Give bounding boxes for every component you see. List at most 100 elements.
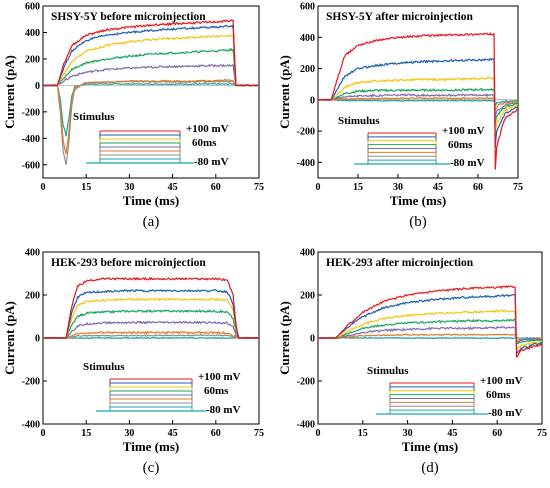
stimulus-title: Stimulus xyxy=(83,361,125,373)
trace-line xyxy=(318,333,542,341)
y-tick-label: 400 xyxy=(300,248,315,259)
stimulus-bottom-label: -80 mV xyxy=(206,404,241,416)
trace-line xyxy=(43,34,259,87)
y-tick-label: 0 xyxy=(310,95,315,106)
x-axis-label: Time (ms) xyxy=(123,193,179,208)
y-tick-label: 200 xyxy=(300,64,315,75)
y-tick-label: -200 xyxy=(297,127,315,138)
chart-title: HEK-293 before microinjection xyxy=(51,257,206,269)
trace-line xyxy=(318,293,542,354)
x-tick-label: 45 xyxy=(168,182,178,193)
y-tick-label: -400 xyxy=(297,420,315,431)
x-tick-label: 75 xyxy=(254,428,264,439)
x-axis-label: Time (ms) xyxy=(390,193,446,208)
x-tick-label: 45 xyxy=(433,182,443,193)
chart-panel-b: 0 15 30 45 60 75 -400 -200 0 200 400 600 Time (ms) Cu… xyxy=(277,2,523,231)
stimulus-duration-label: 60ms xyxy=(448,139,473,151)
chart-title: SHSY-5Y after microinjection xyxy=(326,11,474,23)
y-tick-label: -400 xyxy=(297,158,315,169)
y-axis-label: Current (pA) xyxy=(2,301,17,375)
chart-panel-a: 0 15 30 45 60 75 -600 -400 -200 0 200 400 600 Time (m… xyxy=(2,2,264,231)
chart-panel-d: 0 15 30 45 60 75 -400 -200 0 200 400 Time (ms) Curre… xyxy=(277,248,547,477)
traces xyxy=(318,31,518,170)
trace-line xyxy=(43,288,259,340)
stimulus-duration-label: 60ms xyxy=(192,137,217,149)
y-tick-label: 0 xyxy=(35,334,40,345)
panel-label: (a) xyxy=(143,214,160,230)
trace-line xyxy=(318,87,518,125)
y-tick-label: 0 xyxy=(35,81,40,92)
trace-line xyxy=(318,57,518,148)
y-tick-label: -600 xyxy=(22,160,40,171)
x-tick-label: 15 xyxy=(81,428,91,439)
x-tick-label: 30 xyxy=(124,428,134,439)
stimulus-top-label: +100 mV xyxy=(480,375,523,387)
x-tick-label: 60 xyxy=(473,182,483,193)
traces xyxy=(318,285,542,358)
trace-line xyxy=(43,330,259,340)
x-tick-label: 75 xyxy=(254,182,264,193)
traces xyxy=(43,19,259,166)
trace-line xyxy=(43,63,259,87)
y-tick-label: 400 xyxy=(25,28,40,39)
y-axis-label: Current (pA) xyxy=(2,55,17,129)
y-tick-label: -200 xyxy=(22,107,40,118)
panel-label: (d) xyxy=(421,460,439,476)
stimulus-inset: Stimulus +100 mV 60ms -80 mV xyxy=(73,111,229,168)
y-tick-label: -200 xyxy=(297,377,315,388)
y-tick-label: 400 xyxy=(300,33,315,44)
x-tick-label: 15 xyxy=(353,182,363,193)
plot-frame xyxy=(317,5,519,179)
stimulus-title: Stimulus xyxy=(73,111,115,123)
stimulus-bottom-label: -80 mV xyxy=(194,156,229,168)
y-tick-label: 200 xyxy=(300,291,315,302)
chart-title: HEK-293 after microinjection xyxy=(326,257,474,269)
y-tick-label: 200 xyxy=(25,291,40,302)
y-tick-label: 600 xyxy=(25,2,40,13)
panel-label: (c) xyxy=(143,460,160,476)
y-axis-label: Current (pA) xyxy=(277,301,292,375)
chart-title: SHSY-5Y before microinjection xyxy=(51,11,206,23)
x-tick-label: 75 xyxy=(537,428,547,439)
trace-line xyxy=(43,297,259,340)
trace-line xyxy=(318,336,542,340)
trace-line xyxy=(318,93,518,117)
x-tick-label: 30 xyxy=(403,428,413,439)
x-axis-label: Time (ms) xyxy=(123,439,179,454)
x-tick-label: 0 xyxy=(316,182,321,193)
x-tick-label: 0 xyxy=(316,428,321,439)
traces xyxy=(43,276,259,340)
chart-panel-c: 0 15 30 45 60 75 -400 -200 0 200 400 Time (ms) Curre… xyxy=(2,248,264,477)
stimulus-inset: Stimulus +100 mV 60ms -80 mV xyxy=(338,115,485,169)
x-tick-label: 75 xyxy=(513,182,523,193)
y-tick-label: -400 xyxy=(22,134,40,145)
stimulus-top-label: +100 mV xyxy=(186,123,229,135)
trace-line xyxy=(318,76,518,136)
stimulus-title: Stimulus xyxy=(367,365,409,377)
stimulus-top-label: +100 mV xyxy=(198,371,241,383)
stimulus-bottom-label: -80 mV xyxy=(450,157,485,169)
x-tick-label: 45 xyxy=(168,428,178,439)
trace-line xyxy=(318,309,542,350)
x-tick-label: 60 xyxy=(211,428,221,439)
x-axis-label: Time (ms) xyxy=(402,439,458,454)
stimulus-duration-label: 60ms xyxy=(204,385,229,397)
trace-line xyxy=(318,31,518,170)
trace-line xyxy=(318,318,542,345)
trace-line xyxy=(43,22,259,87)
trace-line xyxy=(43,79,259,154)
trace-line xyxy=(43,334,259,340)
trace-line xyxy=(43,19,259,87)
x-tick-label: 45 xyxy=(447,428,457,439)
stimulus-inset: Stimulus +100 mV 60ms -80 mV xyxy=(367,365,523,419)
x-tick-label: 0 xyxy=(41,182,46,193)
trace-line xyxy=(43,320,259,340)
stimulus-duration-label: 60ms xyxy=(486,389,511,401)
x-tick-label: 15 xyxy=(358,428,368,439)
x-tick-label: 60 xyxy=(492,428,502,439)
x-tick-label: 30 xyxy=(124,182,134,193)
trace-line xyxy=(318,325,542,343)
plot-frame xyxy=(42,5,260,179)
trace-line xyxy=(43,309,259,340)
